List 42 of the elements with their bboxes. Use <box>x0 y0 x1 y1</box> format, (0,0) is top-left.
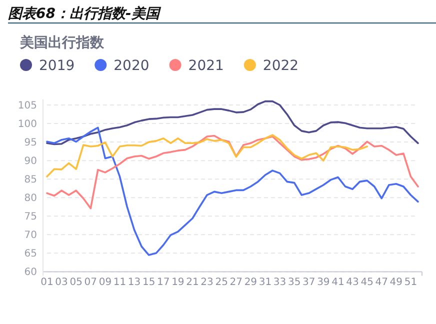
legend-label: 2021 <box>188 58 224 74</box>
x-tick-label: 03 <box>55 277 68 288</box>
x-tick-label: 45 <box>360 277 374 288</box>
x-tick-label: 07 <box>84 277 98 288</box>
x-tick-label: 15 <box>142 277 156 288</box>
x-tick-label: 37 <box>302 277 316 288</box>
legend-label: 2022 <box>262 58 299 74</box>
x-tick-label: 23 <box>200 277 214 288</box>
y-tick-label: 105 <box>18 100 37 112</box>
x-tick-label: 21 <box>186 277 199 288</box>
x-tick-label: 51 <box>404 277 418 288</box>
x-tick-label: 05 <box>70 277 82 288</box>
x-tick-label: 41 <box>332 277 344 288</box>
x-tick-label: 25 <box>215 277 228 288</box>
y-tick-label: 60 <box>24 267 37 278</box>
y-tick-label: 65 <box>24 248 37 260</box>
y-tick-label: 100 <box>18 119 37 130</box>
y-tick-label: 90 <box>24 156 37 168</box>
y-tick-label: 95 <box>24 138 37 149</box>
y-tick-label: 85 <box>24 174 37 186</box>
x-tick-label: 29 <box>244 277 258 288</box>
x-tick-label: 13 <box>128 277 141 288</box>
x-tick-label: 01 <box>40 277 54 288</box>
x-tick-label: 17 <box>157 277 170 288</box>
x-tick-label: 35 <box>288 277 301 288</box>
x-tick-label: 39 <box>317 277 330 288</box>
chart-subtitle: 美国出行指数 <box>19 34 105 51</box>
x-tick-label: 31 <box>258 277 272 288</box>
x-tick-label: 27 <box>230 277 243 288</box>
legend-label: 2020 <box>114 58 150 74</box>
chart-title: 图表68：出行指数-美国 <box>8 5 162 22</box>
x-tick-label: 49 <box>390 277 403 288</box>
x-tick-label: 09 <box>98 277 112 288</box>
x-tick-label: 33 <box>273 277 286 288</box>
y-tick-label: 80 <box>24 193 37 204</box>
x-tick-label: 43 <box>346 277 359 288</box>
x-tick-label: 11 <box>113 277 126 288</box>
x-tick-label: 19 <box>172 277 184 288</box>
x-tick-label: 47 <box>375 277 388 288</box>
legend-label: 2019 <box>39 58 75 74</box>
y-tick-label: 75 <box>24 212 37 223</box>
y-tick-label: 70 <box>24 230 37 242</box>
